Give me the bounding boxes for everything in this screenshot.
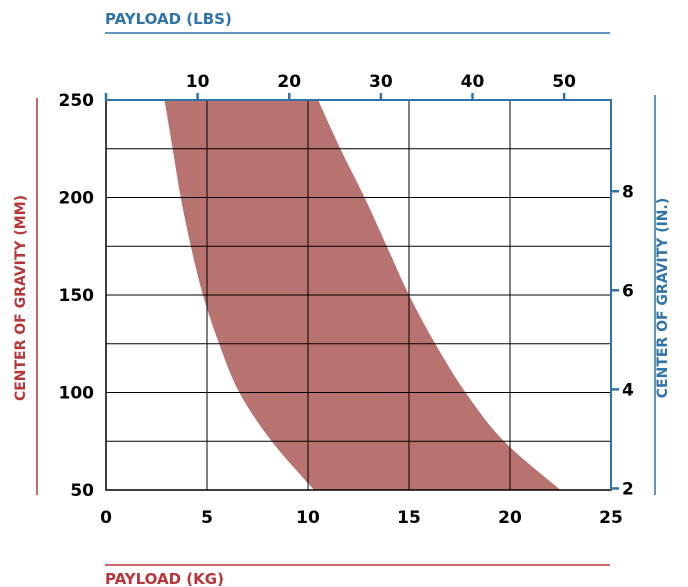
mm-tick-label: 100	[59, 384, 95, 404]
lbs-tick-label: 30	[369, 72, 393, 92]
kg-tick-label: 15	[397, 508, 421, 528]
mm-tick-label: 150	[59, 286, 95, 306]
inch-tick-label: 2	[622, 479, 634, 499]
lbs-tick-label: 40	[461, 72, 485, 92]
kg-axis-title: PAYLOAD (KG)	[105, 570, 224, 587]
lbs-axis: 10 20 30 40 50	[104, 72, 611, 101]
mm-axis: 50 100 150 200 250	[59, 91, 95, 501]
kg-tick-label: 20	[498, 508, 522, 528]
lbs-axis-title: PAYLOAD (LBS)	[105, 10, 232, 28]
inch-axis-title: CENTER OF GRAVITY (IN.)	[655, 198, 671, 398]
lbs-tick-label: 20	[277, 72, 301, 92]
mm-tick-label: 50	[70, 481, 94, 501]
mm-tick-label: 200	[59, 189, 95, 209]
inch-tick-label: 6	[622, 281, 634, 301]
inch-tick-label: 4	[622, 380, 634, 400]
lbs-tick-label: 10	[186, 72, 210, 92]
kg-tick-label: 5	[201, 508, 213, 528]
inch-axis: 2 4 6 8	[610, 100, 634, 499]
kg-tick-label: 25	[599, 508, 623, 528]
mm-axis-title: CENTER OF GRAVITY (MM)	[13, 195, 29, 401]
lbs-tick-label: 50	[552, 72, 576, 92]
grid	[106, 100, 611, 490]
kg-tick-label: 10	[296, 508, 320, 528]
kg-axis: 0 5 10 15 20 25	[100, 508, 623, 528]
mm-tick-label: 250	[59, 91, 95, 111]
kg-tick-label: 0	[100, 508, 112, 528]
inch-tick-label: 8	[622, 182, 634, 202]
